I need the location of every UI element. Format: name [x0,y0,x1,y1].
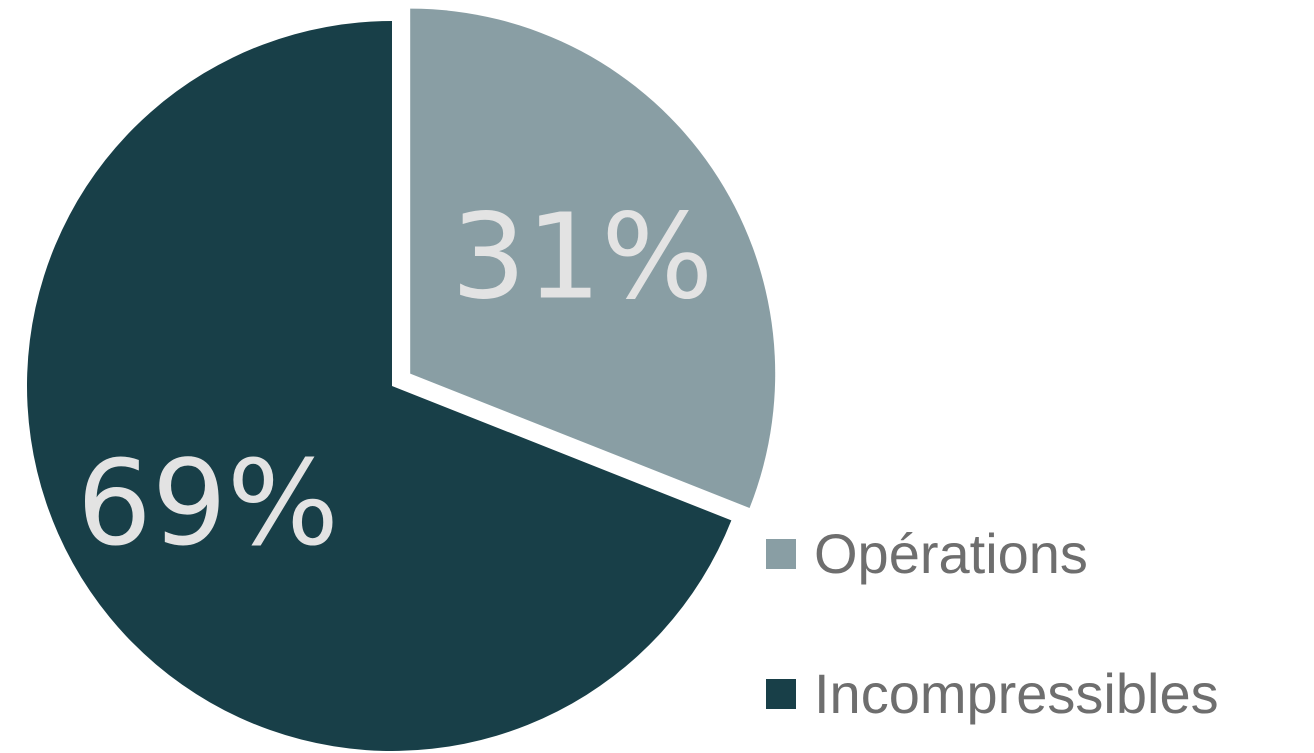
legend-label-incompressibles: Incompressibles [814,662,1219,725]
legend-label-operations: Opérations [814,522,1088,585]
legend-item-operations: Opérations [766,518,1088,590]
legend-item-incompressibles: Incompressibles [766,658,1219,730]
data-label-operations: 31% [451,188,713,326]
legend-swatch-operations [766,539,796,569]
legend-swatch-incompressibles [766,679,796,709]
data-label-incompressibles: 69% [77,434,339,572]
pie-slice-operations [410,8,776,508]
legend: Opérations Incompressibles [766,518,1306,748]
pie-slice-incompressibles [27,21,732,751]
